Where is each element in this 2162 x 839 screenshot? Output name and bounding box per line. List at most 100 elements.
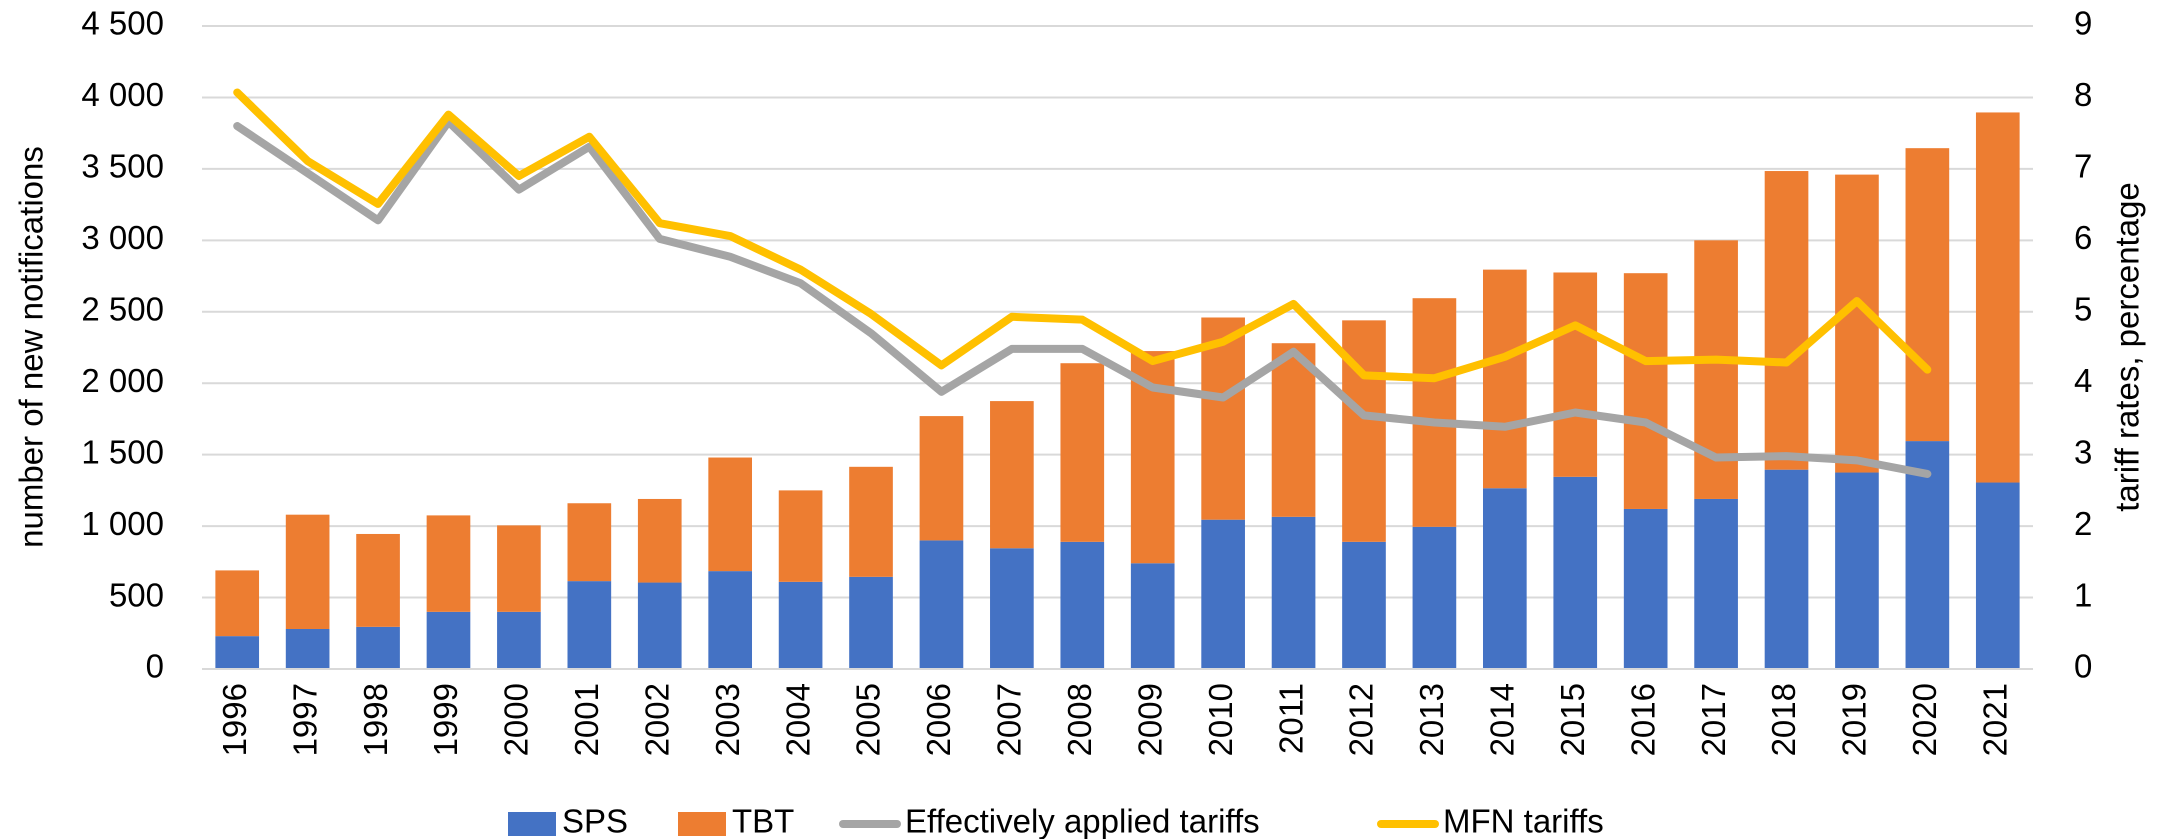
- y2-tick-label: 2: [2074, 505, 2092, 542]
- bar: [215, 570, 260, 637]
- x-tick-label: 1996: [216, 683, 253, 756]
- bar: [1412, 526, 1457, 669]
- x-tick-label: 2016: [1624, 683, 1661, 756]
- bar: [1835, 472, 1879, 669]
- bar: [1412, 298, 1457, 527]
- bar: [637, 498, 682, 583]
- bar: [1623, 273, 1668, 509]
- bar: [849, 466, 893, 577]
- legend-label: TBT: [732, 803, 794, 839]
- x-tick-label: 2015: [1554, 683, 1591, 756]
- x-tick-label: 2007: [991, 683, 1028, 756]
- bar: [1130, 563, 1175, 669]
- bar: [1482, 488, 1527, 669]
- x-tick-label: 2004: [779, 683, 816, 756]
- y-tick-label: 2 500: [81, 290, 164, 327]
- x-tick-label: 2006: [920, 683, 957, 756]
- bar: [1342, 320, 1386, 542]
- x-tick-label: 2010: [1202, 683, 1239, 756]
- bar: [1835, 174, 1879, 473]
- x-tick-label: 2001: [568, 683, 605, 756]
- bar: [426, 611, 471, 669]
- bar: [426, 515, 471, 612]
- bar: [1060, 541, 1105, 669]
- bar: [215, 636, 260, 669]
- bar: [1482, 269, 1527, 489]
- x-tick-label: 2000: [498, 683, 535, 756]
- y2-axis-title: tariff rates, percentage: [2109, 182, 2146, 512]
- x-tick-label: 2018: [1765, 683, 1802, 756]
- bar: [1201, 317, 1245, 520]
- x-tick-label: 2013: [1413, 683, 1450, 756]
- legend-label: MFN tariffs: [1443, 803, 1604, 839]
- y-tick-label: 500: [109, 576, 164, 613]
- bar: [1201, 519, 1245, 669]
- bar: [708, 457, 753, 572]
- x-tick-label: 2011: [1272, 683, 1309, 754]
- y2-tick-label: 6: [2074, 219, 2092, 256]
- y-tick-label: 2 000: [81, 362, 164, 399]
- x-tick-label: 2005: [850, 683, 887, 756]
- bar: [285, 628, 330, 669]
- y2-tick-label: 4: [2074, 362, 2092, 399]
- bar: [1905, 148, 1950, 442]
- bar: [567, 581, 612, 669]
- bar: [919, 540, 964, 669]
- y-tick-label: 3 000: [81, 219, 164, 256]
- x-tick-label: 2003: [709, 683, 746, 756]
- bar: [1271, 343, 1316, 517]
- x-tick-label: 2012: [1343, 683, 1380, 756]
- bar: [1553, 272, 1598, 477]
- bar: [1623, 508, 1668, 669]
- x-tick-label: 2021: [1977, 683, 2014, 756]
- bar: [1553, 476, 1598, 669]
- y-tick-label: 1 500: [81, 433, 164, 470]
- bar: [778, 581, 823, 669]
- bar: [1271, 516, 1316, 669]
- bar: [637, 582, 682, 669]
- x-tick-label: 1997: [286, 683, 323, 756]
- bar: [356, 533, 400, 627]
- bar: [285, 514, 330, 629]
- x-tick-label: 2009: [1131, 683, 1168, 756]
- bar: [919, 416, 964, 541]
- y2-tick-label: 8: [2074, 76, 2092, 113]
- y2-tick-label: 5: [2074, 290, 2092, 327]
- bar: [497, 525, 541, 612]
- x-tick-label: 2019: [1836, 683, 1873, 756]
- bar: [1975, 482, 2020, 669]
- bar: [1764, 171, 1809, 470]
- legend-swatch: [508, 812, 556, 836]
- x-tick-label: 2008: [1061, 683, 1098, 756]
- y2-tick-label: 0: [2074, 648, 2092, 685]
- bar: [708, 571, 753, 669]
- y2-tick-label: 9: [2074, 5, 2092, 42]
- x-tick-label: 2020: [1906, 683, 1943, 756]
- bar: [990, 548, 1034, 669]
- bar: [567, 503, 612, 582]
- y-tick-label: 4 500: [81, 5, 164, 42]
- y2-tick-label: 1: [2074, 576, 2092, 613]
- y2-tick-label: 7: [2074, 148, 2092, 185]
- bar: [849, 576, 893, 669]
- x-tick-label: 1998: [357, 683, 394, 756]
- y-tick-label: 4 000: [81, 76, 164, 113]
- bar: [1764, 469, 1809, 669]
- x-tick-label: 2014: [1484, 683, 1521, 756]
- bar: [497, 611, 541, 669]
- bar: [990, 401, 1034, 549]
- legend-label: Effectively applied tariffs: [905, 803, 1260, 839]
- bar: [1342, 541, 1386, 669]
- x-tick-label: 2017: [1695, 683, 1732, 756]
- x-tick-label: 2002: [638, 683, 675, 756]
- legend-swatch: [678, 812, 726, 836]
- line: [233, 88, 1932, 383]
- bar: [1975, 112, 2020, 483]
- bar: [1060, 363, 1105, 542]
- x-tick-label: 1999: [427, 683, 464, 756]
- bar: [778, 490, 823, 582]
- line: [233, 117, 1932, 478]
- bar: [1905, 441, 1950, 669]
- y2-tick-label: 3: [2074, 433, 2092, 470]
- y-tick-label: 3 500: [81, 148, 164, 185]
